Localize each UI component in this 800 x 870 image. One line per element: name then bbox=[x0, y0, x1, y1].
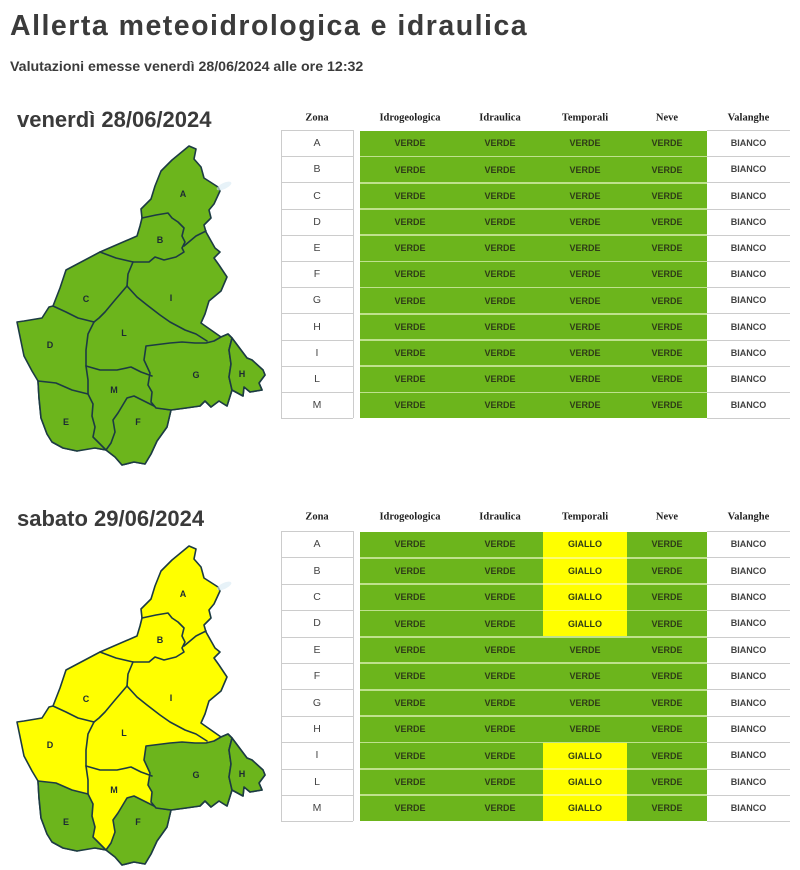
svg-text:F: F bbox=[135, 417, 141, 427]
svg-text:C: C bbox=[83, 294, 90, 304]
svg-text:M: M bbox=[110, 385, 118, 395]
svg-text:D: D bbox=[47, 340, 54, 350]
svg-text:A: A bbox=[180, 189, 187, 199]
svg-text:E: E bbox=[63, 417, 69, 427]
svg-text:H: H bbox=[239, 769, 246, 779]
svg-text:L: L bbox=[121, 328, 127, 338]
svg-text:B: B bbox=[157, 235, 164, 245]
svg-text:C: C bbox=[83, 694, 90, 704]
svg-text:H: H bbox=[239, 369, 246, 379]
svg-text:B: B bbox=[157, 635, 164, 645]
svg-text:F: F bbox=[135, 817, 141, 827]
svg-text:I: I bbox=[170, 293, 173, 303]
svg-text:E: E bbox=[63, 817, 69, 827]
svg-text:A: A bbox=[180, 589, 187, 599]
svg-text:G: G bbox=[192, 370, 199, 380]
svg-text:M: M bbox=[110, 785, 118, 795]
svg-text:L: L bbox=[121, 728, 127, 738]
svg-text:I: I bbox=[170, 693, 173, 703]
svg-text:G: G bbox=[192, 770, 199, 780]
svg-text:D: D bbox=[47, 740, 54, 750]
